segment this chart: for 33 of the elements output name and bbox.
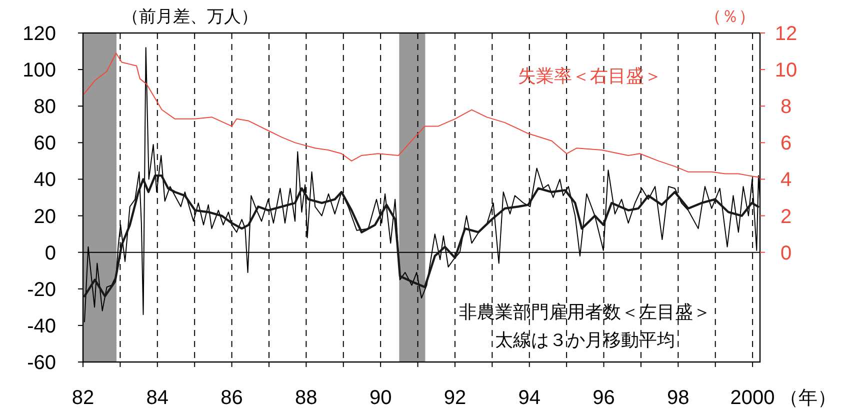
y-axis-title: （前月差、万人） [122, 7, 258, 26]
x-tick-label: 98 [667, 387, 690, 409]
x-tick-label: 92 [444, 387, 466, 409]
x-tick-label: 82 [72, 387, 94, 409]
y2-tick-label: 0 [780, 242, 792, 264]
y-tick-label: 60 [34, 132, 56, 155]
y-tick-label: 0 [44, 242, 56, 264]
y-tick-label: 80 [34, 96, 56, 118]
x-tick-label: 96 [592, 387, 615, 409]
text: 非農業部門雇用者数＜左目盛＞ [459, 302, 711, 322]
y-tick-label: -20 [27, 278, 56, 301]
x-tick-label: 94 [518, 387, 540, 409]
x-axis-title: （年） [780, 388, 836, 409]
y-tick-label: 120 [22, 23, 56, 45]
y-tick-label: -40 [27, 315, 56, 338]
x-tick-label: 90 [369, 387, 392, 409]
y2-tick-label: 10 [774, 60, 798, 82]
y2-axis-title: （％） [704, 7, 756, 26]
y-tick-label: 20 [34, 206, 56, 228]
text: 失業率＜右目盛＞ [518, 66, 662, 86]
x-tick-label: 86 [220, 387, 243, 409]
y-tick-label: 40 [34, 169, 56, 192]
y2-tick-label: 4 [780, 169, 792, 192]
y2-tick-label: 2 [780, 206, 792, 228]
y2-tick-label: 12 [774, 23, 798, 45]
y2-tick-label: 6 [780, 132, 792, 155]
y-tick-label: 100 [22, 60, 56, 82]
x-tick-label: 84 [146, 387, 169, 409]
annotation: 太線は３か月移動平均 [495, 330, 675, 350]
x-tick-label: 2000 [730, 387, 775, 409]
x-tick-label: 88 [295, 387, 318, 409]
y2-tick-label: 8 [780, 96, 792, 118]
y-tick-label: -60 [27, 352, 56, 374]
